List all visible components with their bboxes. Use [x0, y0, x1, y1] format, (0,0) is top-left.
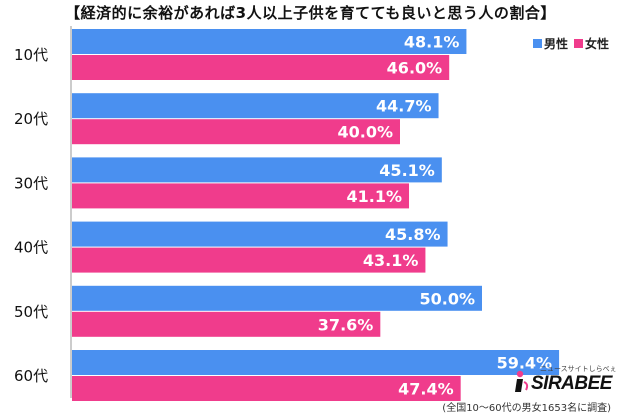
legend-swatch-female — [573, 39, 583, 48]
legend-label-female: 女性 — [584, 37, 609, 51]
bar-female — [72, 247, 426, 273]
data-label-female: 41.1% — [347, 187, 403, 206]
data-label-female: 46.0% — [387, 59, 443, 78]
bar-male — [72, 157, 442, 183]
bar-female — [72, 376, 461, 401]
category-label: 20代 — [14, 110, 48, 128]
data-label-female: 40.0% — [337, 123, 393, 142]
logo-name: SIRABEE — [531, 373, 612, 394]
bar-male — [72, 350, 560, 375]
data-label-male: 50.0% — [419, 289, 475, 308]
data-label-male: 48.1% — [404, 33, 460, 52]
footnote: (全国10～60代の男女1653名に調査) — [442, 403, 611, 414]
bar-female — [72, 311, 381, 337]
category-label: 10代 — [14, 46, 48, 64]
legend: 男性 女性 — [532, 35, 609, 52]
bar-female — [72, 119, 400, 145]
data-label-male: 45.1% — [379, 161, 435, 180]
logo-tagline: ニュースサイトしらべぇ — [540, 365, 617, 373]
category-label: 30代 — [14, 174, 48, 192]
bar-male — [72, 93, 439, 119]
category-label: 60代 — [14, 367, 48, 385]
category-label: 50代 — [14, 303, 48, 321]
sirabee-logo-icon — [515, 370, 529, 392]
bar-male — [72, 285, 482, 311]
category-label: 40代 — [14, 239, 48, 257]
legend-label-male: 男性 — [543, 37, 568, 51]
bar-male — [72, 221, 448, 247]
legend-swatch-male — [532, 39, 542, 48]
data-label-female: 47.4% — [398, 380, 454, 399]
data-label-male: 45.8% — [385, 225, 441, 244]
bar-female — [72, 55, 450, 80]
data-label-male: 59.4% — [497, 354, 553, 373]
chart-title: 【経済的に余裕があれば3人以上子供を育てても良いと思う人の割合】 — [65, 4, 556, 22]
legend-item-female: 女性 — [573, 35, 609, 52]
bar-male — [72, 29, 467, 54]
legend-item-male: 男性 — [532, 35, 568, 52]
data-label-female: 37.6% — [318, 315, 374, 334]
bar-female — [72, 183, 410, 209]
data-label-female: 43.1% — [363, 251, 419, 270]
data-label-male: 44.7% — [376, 97, 432, 116]
